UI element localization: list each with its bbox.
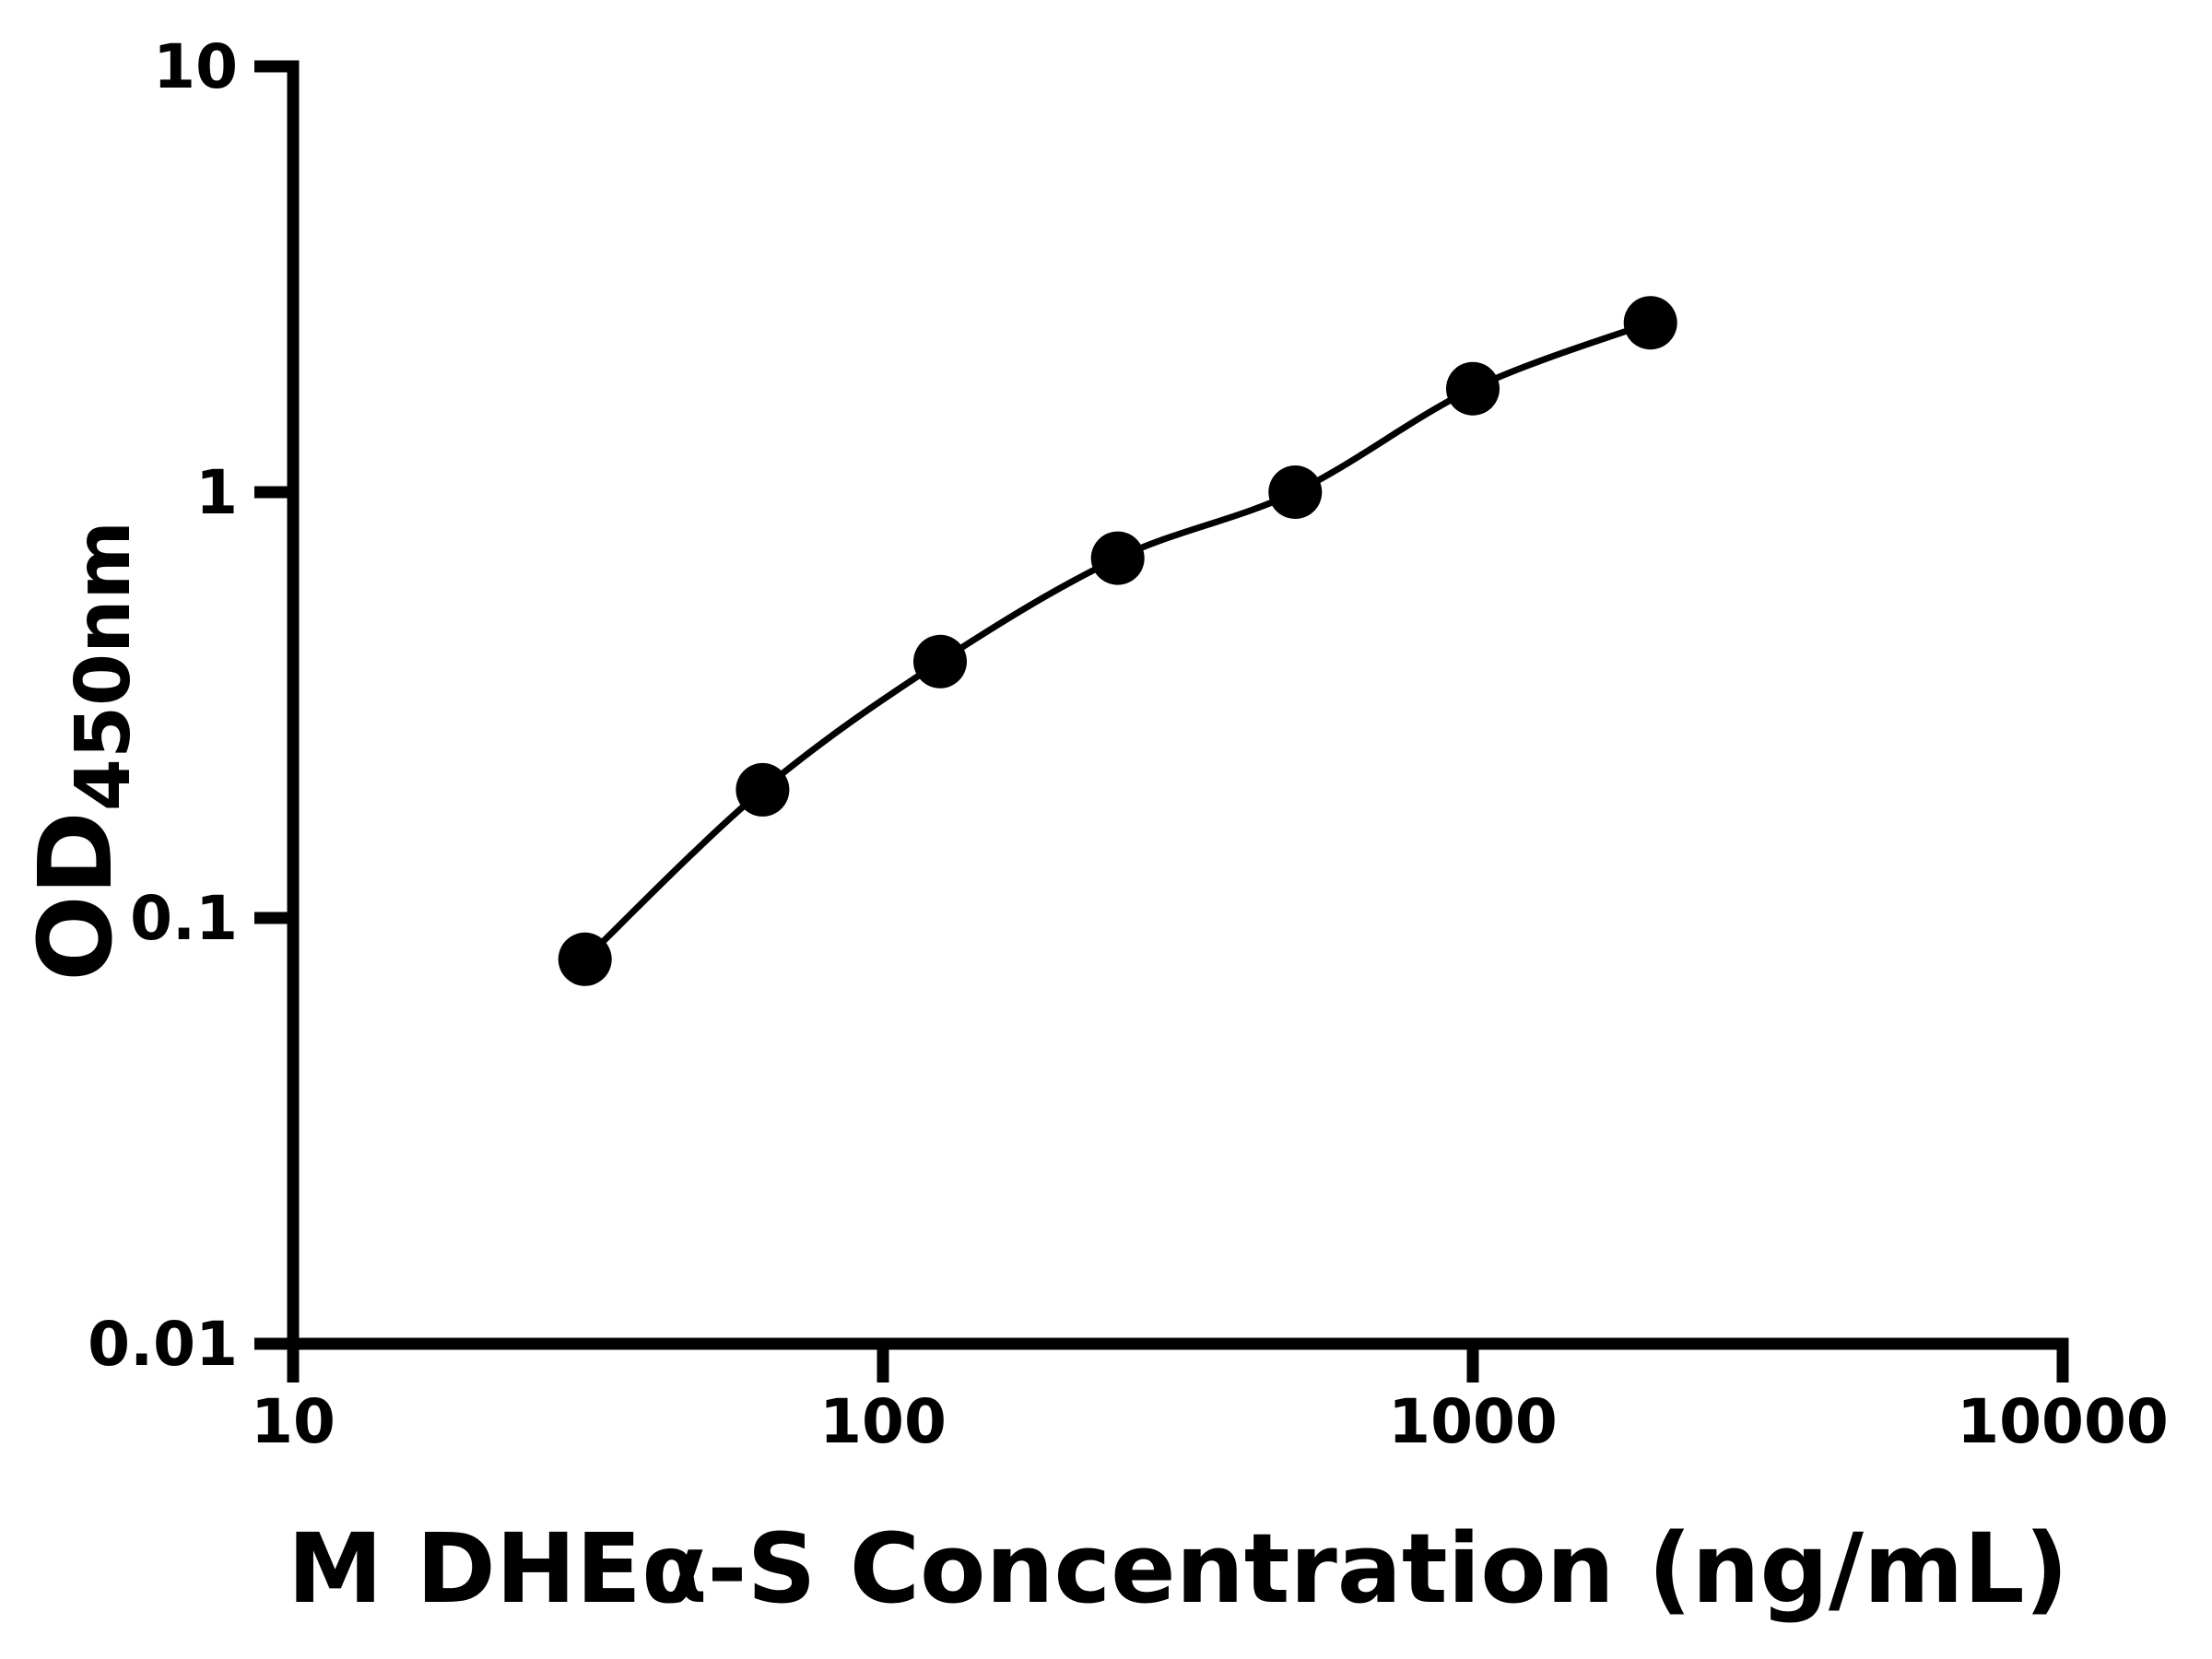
data-point [1446, 361, 1500, 416]
axes-spines [287, 60, 2069, 1350]
y-tick-label: 0.01 [88, 1309, 238, 1380]
y-tick-label: 0.1 [130, 883, 238, 954]
data-points [558, 296, 1677, 986]
y-tick-marks [254, 60, 293, 1350]
x-tick-labels: 10 100 1000 10000 [251, 1386, 2169, 1457]
x-tick-label: 100 [819, 1386, 947, 1457]
y-axis-title: OD450nm [17, 521, 147, 982]
x-tick-label: 1000 [1388, 1386, 1558, 1457]
y-tick-label: 1 [195, 457, 238, 528]
data-point [558, 932, 612, 986]
data-point [1268, 465, 1323, 519]
data-point [735, 762, 790, 817]
x-tick-marks [287, 1344, 2069, 1382]
x-tick-label: 10000 [1957, 1386, 2169, 1457]
x-axis-title: M DHEα-S Concentration (ng/mL) [288, 1512, 2068, 1625]
y-axis-title-main: OD [17, 811, 135, 982]
data-point [1623, 296, 1677, 350]
data-point [1090, 531, 1145, 585]
y-tick-label: 10 [153, 31, 238, 102]
y-axis-title-subscript: 450nm [60, 521, 147, 811]
standard-curve-line [582, 319, 1654, 963]
x-tick-label: 10 [251, 1386, 335, 1457]
y-tick-labels: 0.01 0.1 1 10 [88, 31, 238, 1380]
data-point [913, 634, 967, 688]
